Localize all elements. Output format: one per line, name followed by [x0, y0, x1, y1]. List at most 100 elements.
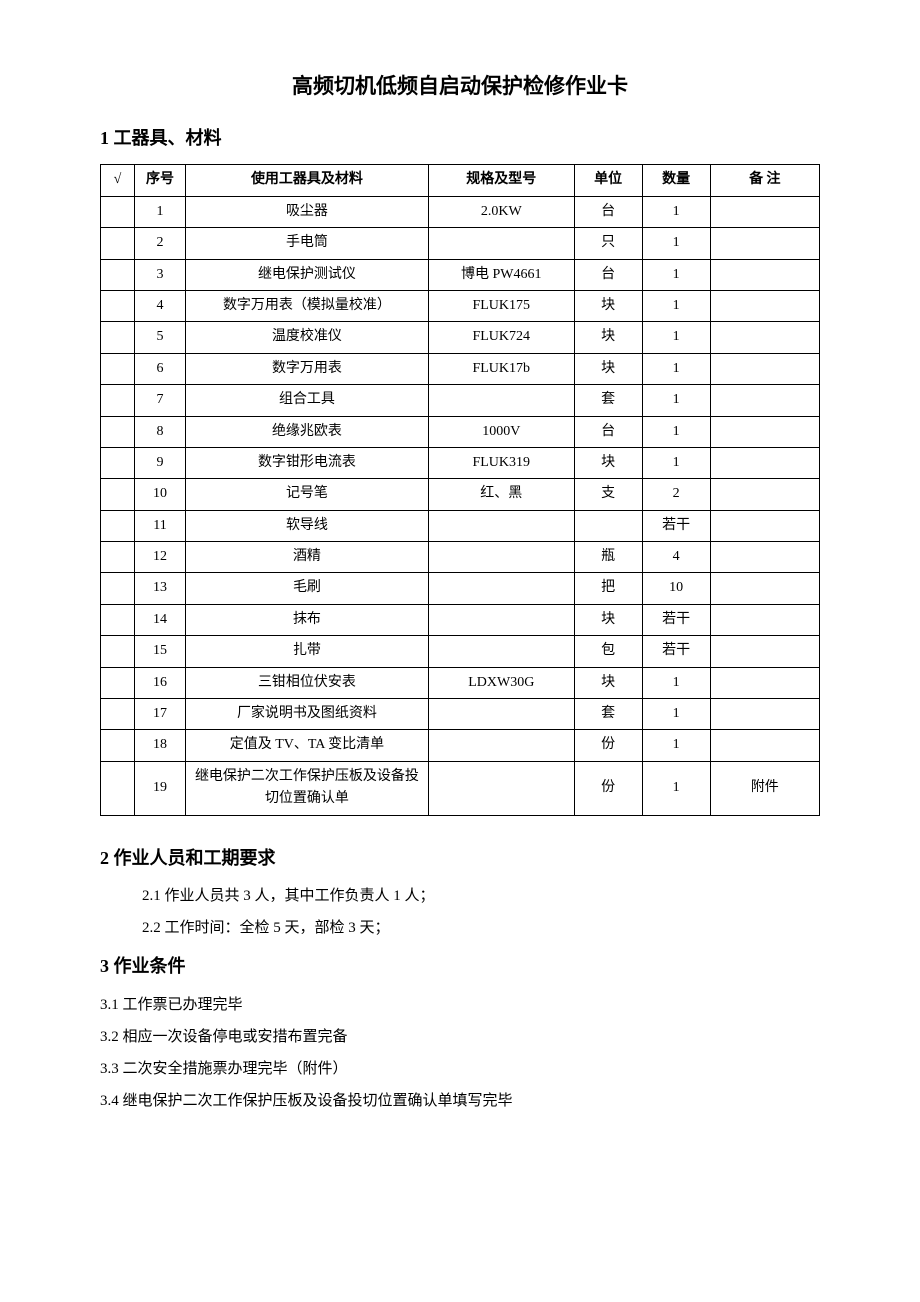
document-title: 高频切机低频自启动保护检修作业卡 — [100, 70, 820, 104]
cell-item: 温度校准仪 — [186, 322, 429, 353]
cell-qty: 1 — [642, 447, 710, 478]
cell-note — [710, 542, 819, 573]
cell-unit: 份 — [574, 730, 642, 761]
cell-unit: 块 — [574, 604, 642, 635]
cell-note — [710, 447, 819, 478]
cell-note — [710, 322, 819, 353]
cell-qty: 若干 — [642, 510, 710, 541]
table-row: 2手电筒只1 — [101, 228, 820, 259]
cell-qty: 1 — [642, 290, 710, 321]
cell-item: 三钳相位伏安表 — [186, 667, 429, 698]
cell-note — [710, 510, 819, 541]
cell-seq: 7 — [135, 385, 186, 416]
cell-unit: 瓶 — [574, 542, 642, 573]
section1-heading: 1 工器具、材料 — [100, 124, 820, 153]
cell-note — [710, 730, 819, 761]
cell-check — [101, 730, 135, 761]
table-row: 8绝缘兆欧表1000V台1 — [101, 416, 820, 447]
cell-check — [101, 447, 135, 478]
section3-item-1: 3.1 工作票已办理完毕 — [100, 993, 820, 1017]
table-row: 19继电保护二次工作保护压板及设备投切位置确认单份1附件 — [101, 761, 820, 815]
cell-check — [101, 479, 135, 510]
section3-item-3: 3.3 二次安全措施票办理完毕（附件） — [100, 1057, 820, 1081]
cell-spec — [428, 228, 574, 259]
cell-item: 组合工具 — [186, 385, 429, 416]
cell-seq: 10 — [135, 479, 186, 510]
table-row: 5温度校准仪FLUK724块1 — [101, 322, 820, 353]
cell-qty: 1 — [642, 667, 710, 698]
cell-qty: 10 — [642, 573, 710, 604]
cell-spec — [428, 730, 574, 761]
cell-spec — [428, 510, 574, 541]
section2-heading: 2 作业人员和工期要求 — [100, 844, 820, 873]
col-header-item: 使用工器具及材料 — [186, 165, 429, 196]
cell-seq: 5 — [135, 322, 186, 353]
table-row: 15扎带包若干 — [101, 636, 820, 667]
cell-check — [101, 636, 135, 667]
cell-item: 毛刷 — [186, 573, 429, 604]
cell-unit: 只 — [574, 228, 642, 259]
cell-qty: 1 — [642, 730, 710, 761]
cell-seq: 11 — [135, 510, 186, 541]
cell-spec — [428, 636, 574, 667]
cell-note — [710, 699, 819, 730]
cell-note — [710, 573, 819, 604]
table-row: 11软导线 若干 — [101, 510, 820, 541]
cell-spec — [428, 542, 574, 573]
cell-qty: 1 — [642, 322, 710, 353]
cell-spec — [428, 761, 574, 815]
cell-spec: FLUK175 — [428, 290, 574, 321]
cell-item: 软导线 — [186, 510, 429, 541]
cell-note — [710, 228, 819, 259]
cell-note — [710, 290, 819, 321]
cell-check — [101, 322, 135, 353]
cell-qty: 若干 — [642, 636, 710, 667]
col-header-unit: 单位 — [574, 165, 642, 196]
cell-item: 手电筒 — [186, 228, 429, 259]
cell-item: 继电保护测试仪 — [186, 259, 429, 290]
cell-unit: 支 — [574, 479, 642, 510]
cell-seq: 6 — [135, 353, 186, 384]
cell-spec: 1000V — [428, 416, 574, 447]
cell-note — [710, 636, 819, 667]
cell-seq: 3 — [135, 259, 186, 290]
cell-qty: 4 — [642, 542, 710, 573]
cell-seq: 13 — [135, 573, 186, 604]
cell-seq: 8 — [135, 416, 186, 447]
cell-spec: LDXW30G — [428, 667, 574, 698]
cell-spec — [428, 699, 574, 730]
cell-item: 吸尘器 — [186, 196, 429, 227]
table-row: 18定值及 TV、TA 变比清单份1 — [101, 730, 820, 761]
table-row: 12酒精瓶4 — [101, 542, 820, 573]
cell-note — [710, 196, 819, 227]
cell-item: 绝缘兆欧表 — [186, 416, 429, 447]
cell-note — [710, 385, 819, 416]
cell-seq: 18 — [135, 730, 186, 761]
cell-check — [101, 510, 135, 541]
cell-check — [101, 228, 135, 259]
section2-item-1: 2.1 作业人员共 3 人，其中工作负责人 1 人； — [100, 884, 820, 908]
cell-qty: 1 — [642, 416, 710, 447]
cell-note — [710, 259, 819, 290]
cell-unit: 套 — [574, 699, 642, 730]
cell-item: 酒精 — [186, 542, 429, 573]
cell-note — [710, 353, 819, 384]
cell-note — [710, 667, 819, 698]
table-row: 4数字万用表（模拟量校准）FLUK175块1 — [101, 290, 820, 321]
table-row: 16三钳相位伏安表LDXW30G块1 — [101, 667, 820, 698]
cell-spec — [428, 573, 574, 604]
cell-qty: 若干 — [642, 604, 710, 635]
tools-materials-table: √ 序号 使用工器具及材料 规格及型号 单位 数量 备 注 1吸尘器2.0KW台… — [100, 164, 820, 815]
cell-qty: 1 — [642, 196, 710, 227]
cell-check — [101, 259, 135, 290]
cell-unit: 台 — [574, 259, 642, 290]
cell-check — [101, 290, 135, 321]
cell-unit: 把 — [574, 573, 642, 604]
cell-check — [101, 667, 135, 698]
table-row: 7组合工具套1 — [101, 385, 820, 416]
cell-check — [101, 385, 135, 416]
cell-seq: 15 — [135, 636, 186, 667]
cell-check — [101, 416, 135, 447]
cell-spec: FLUK17b — [428, 353, 574, 384]
cell-item: 抹布 — [186, 604, 429, 635]
